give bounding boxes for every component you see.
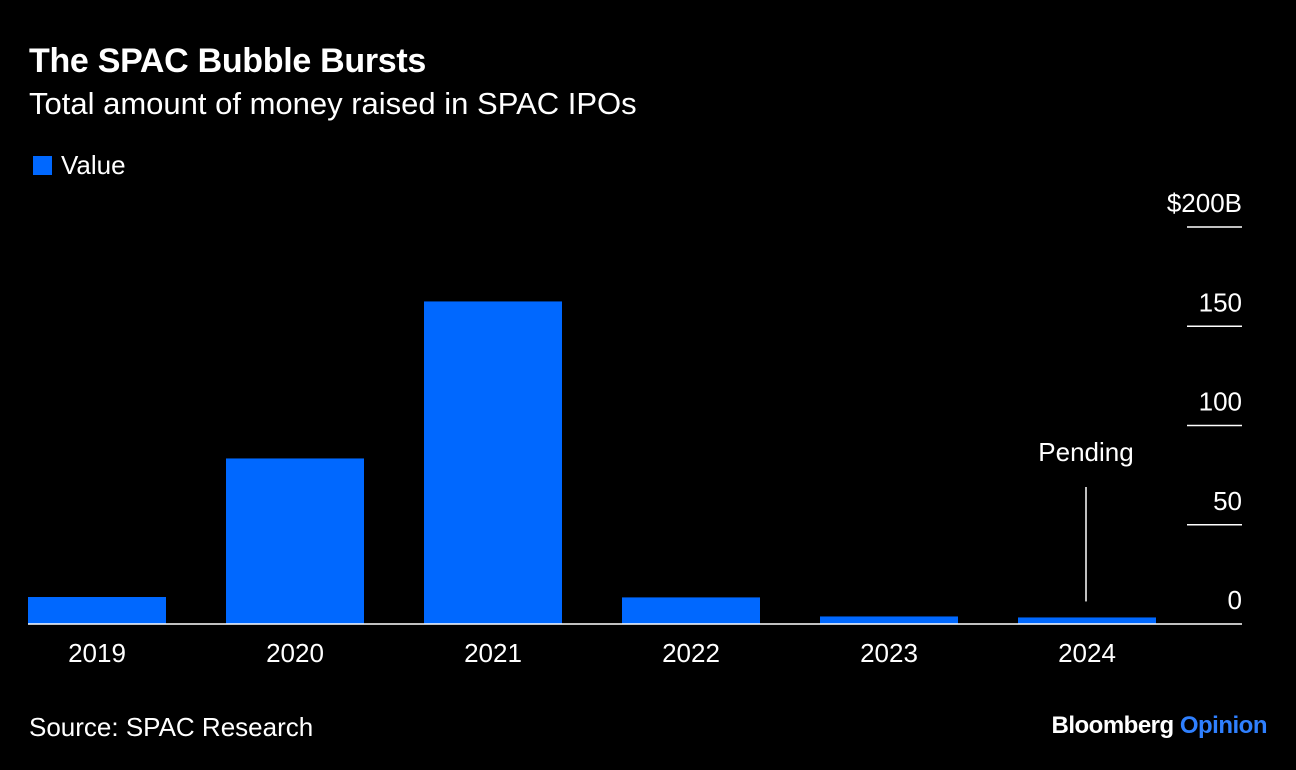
annotation-label: Pending	[1038, 437, 1133, 467]
x-tick-label: 2021	[464, 638, 522, 668]
bar	[820, 616, 958, 624]
legend: Value	[33, 150, 126, 181]
brand-logo: Bloomberg Opinion	[1052, 712, 1268, 740]
bar	[622, 597, 760, 624]
bar	[424, 301, 562, 624]
x-tick-label: 2023	[860, 638, 918, 668]
x-tick-label: 2024	[1058, 638, 1116, 668]
x-tick-label: 2022	[662, 638, 720, 668]
legend-swatch	[33, 156, 52, 175]
brand-name: Bloomberg	[1051, 712, 1175, 739]
bar	[28, 597, 166, 624]
y-tick-label: 50	[1213, 486, 1242, 516]
y-tick-label: 100	[1199, 387, 1242, 417]
x-tick-label: 2019	[68, 638, 126, 668]
brand-suffix: Opinion	[1179, 712, 1268, 739]
y-tick-label: $200B	[1167, 188, 1242, 218]
y-tick-label: 150	[1199, 287, 1242, 317]
bar	[1018, 617, 1156, 624]
bar-chart: 0 50 100 150 $200B 2019 2020 2021 2022 2023 2024 Pe…	[28, 188, 1242, 668]
chart-title: The SPAC Bubble Bursts	[29, 42, 427, 80]
source-note: Source: SPAC Research	[29, 712, 314, 742]
y-tick-label: 0	[1228, 585, 1242, 615]
x-tick-label: 2020	[266, 638, 324, 668]
bar	[226, 458, 364, 624]
legend-label: Value	[61, 150, 126, 180]
chart-subtitle: Total amount of money raised in SPAC IPO…	[29, 86, 637, 121]
